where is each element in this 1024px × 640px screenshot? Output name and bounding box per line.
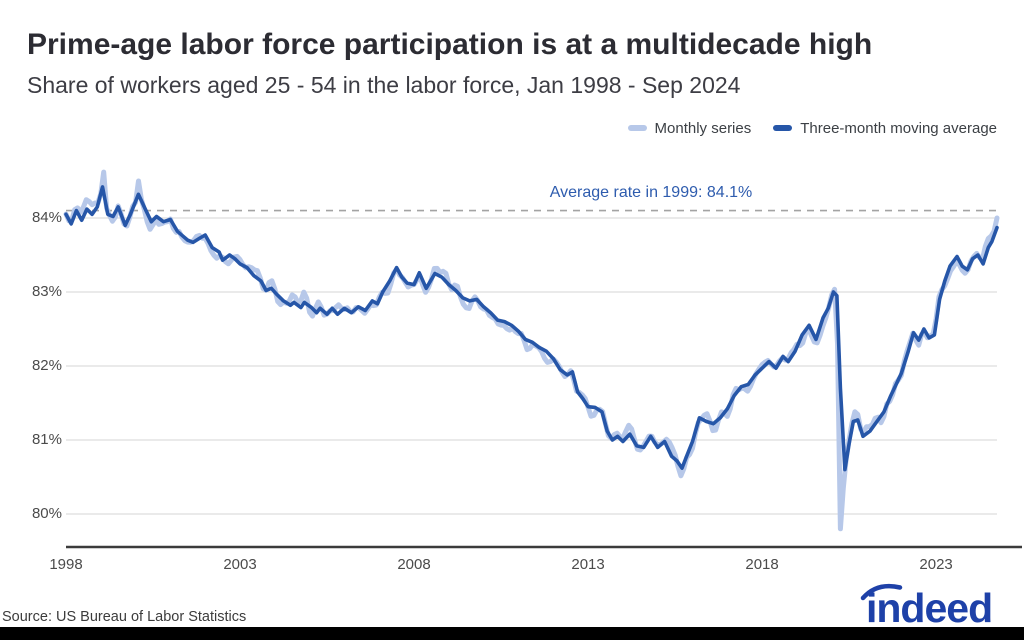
page-subtitle: Share of workers aged 25 - 54 in the lab… — [27, 72, 741, 98]
x-axis-tick-label: 2003 — [223, 556, 257, 573]
chart-legend: Monthly series Three-month moving averag… — [627, 118, 997, 138]
y-axis-tick-label: 83% — [31, 283, 62, 300]
y-axis-tick-label: 82% — [31, 357, 62, 374]
indeed-logo-arc-icon — [860, 583, 903, 601]
y-axis-tick-label: 80% — [31, 505, 62, 522]
y-axis-tick-label: 81% — [31, 431, 62, 448]
legend-label-monthly: Monthly series — [654, 119, 752, 137]
bottom-black-bar — [0, 627, 1024, 640]
source-attribution: Source: US Bureau of Labor Statistics — [2, 609, 247, 625]
page-title: Prime-age labor force participation is a… — [27, 28, 873, 61]
x-axis-tick-label: 2018 — [745, 556, 779, 573]
monthly-series-swatch-icon — [627, 125, 647, 131]
moving-average-swatch-icon — [773, 125, 793, 131]
x-axis-tick-label: 2008 — [397, 556, 431, 573]
moving-average-line — [64, 185, 999, 472]
x-axis-tick-label: 2013 — [571, 556, 605, 573]
x-axis-tick-label: 1998 — [49, 556, 83, 573]
x-axis-tick-label: 2023 — [919, 556, 953, 573]
legend-item-monthly: Monthly series — [627, 119, 752, 137]
monthly-series-line — [63, 169, 1000, 532]
indeed-logo-text: indeed — [866, 585, 992, 629]
indeed-logo: indeed — [860, 583, 993, 629]
legend-item-moving-average: Three-month moving average — [773, 120, 997, 137]
reference-line-annotation: Average rate in 1999: 84.1% — [549, 184, 753, 201]
legend-label-moving-average: Three-month moving average — [800, 119, 997, 137]
y-axis-tick-label: 84% — [31, 209, 62, 226]
